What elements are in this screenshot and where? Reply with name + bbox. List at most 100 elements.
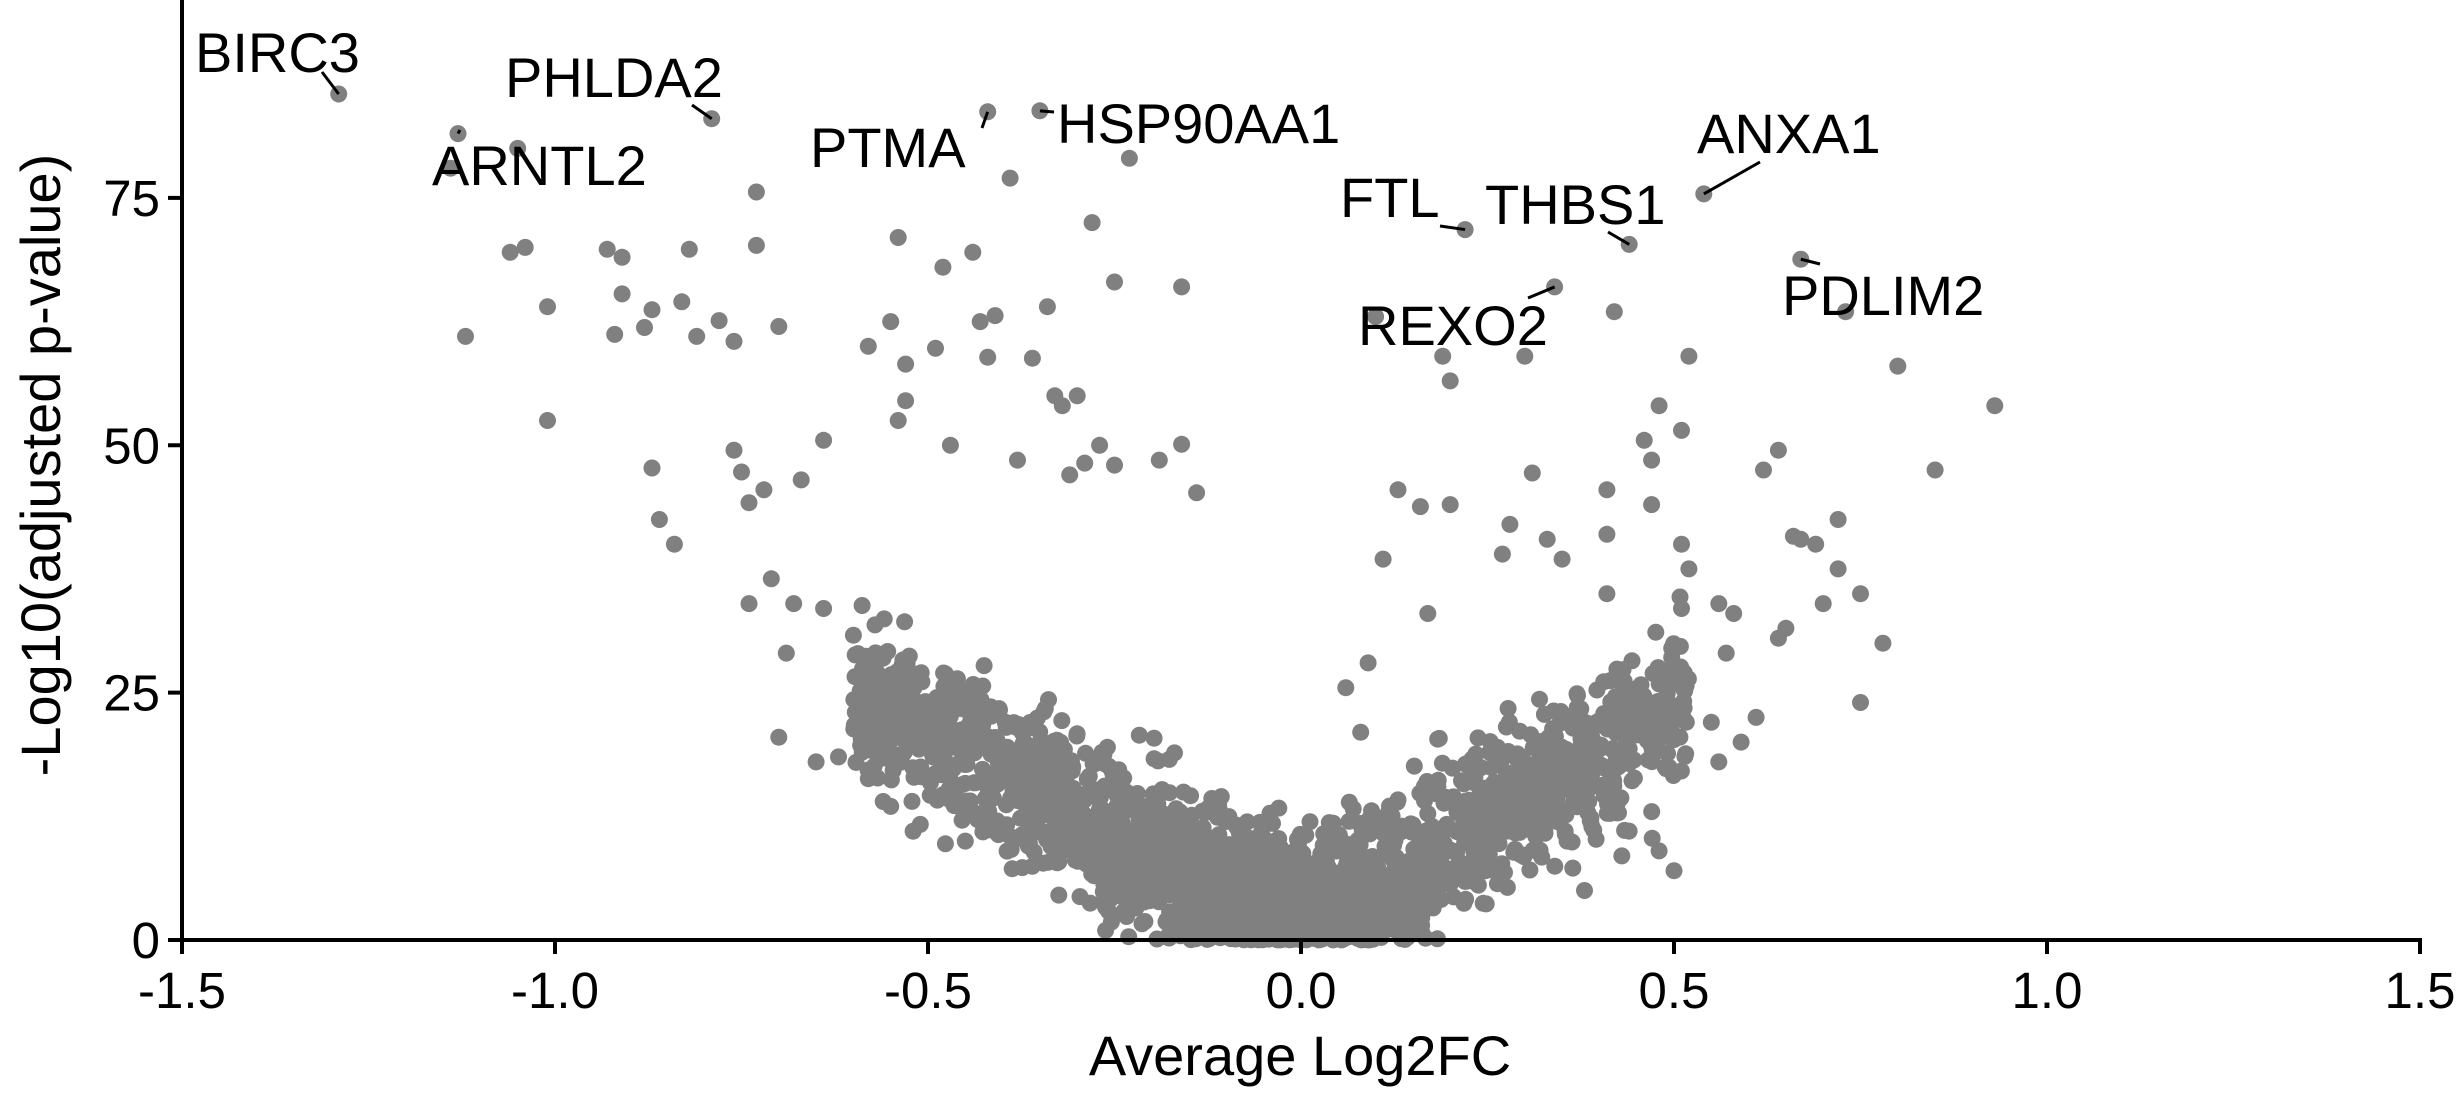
data-point: [998, 842, 1016, 860]
data-point: [1441, 496, 1459, 514]
data-point: [1608, 660, 1626, 678]
data-point: [1336, 859, 1354, 877]
data-point: [965, 719, 983, 737]
data-point: [1428, 848, 1446, 866]
data-point: [1523, 464, 1541, 482]
data-point: [509, 139, 527, 157]
data-point: [1480, 846, 1498, 863]
data-point: [1462, 811, 1480, 829]
data-point: [1025, 843, 1043, 861]
data-point: [1145, 803, 1163, 821]
data-point: [1314, 896, 1332, 913]
data-point: [897, 355, 915, 373]
data-point: [1837, 303, 1855, 321]
data-point: [680, 240, 698, 258]
data-point: [882, 771, 900, 789]
data-point: [1499, 700, 1517, 717]
gene-label-arntl2: ARNTL2: [432, 134, 647, 197]
data-points: [330, 85, 2004, 949]
data-point: [905, 768, 923, 785]
data-point: [1241, 924, 1258, 942]
data-point: [1548, 738, 1566, 756]
data-point: [1411, 827, 1429, 845]
y-tick-label: 25: [103, 665, 160, 722]
data-point: [1477, 895, 1495, 913]
data-point: [1680, 560, 1698, 578]
x-tick-label: -1.0: [511, 962, 599, 1019]
data-point: [1456, 872, 1474, 890]
data-point: [1598, 481, 1616, 499]
leader-line: [1039, 109, 1055, 114]
data-point: [1133, 915, 1151, 933]
y-tick-label: 50: [103, 417, 160, 474]
data-point: [1326, 921, 1344, 939]
gene-label-hsp90aa1: HSP90AA1: [1057, 92, 1340, 155]
data-point: [770, 728, 788, 746]
data-point: [1673, 421, 1690, 439]
data-point: [1604, 740, 1622, 757]
data-point: [1628, 726, 1646, 744]
data-point: [1094, 893, 1112, 911]
data-point: [1531, 690, 1548, 708]
data-point: [1238, 887, 1256, 905]
data-point: [1564, 859, 1582, 877]
data-point: [1475, 819, 1493, 837]
data-point: [1677, 745, 1695, 763]
data-point: [1046, 803, 1064, 821]
leader-line: [1527, 285, 1556, 300]
data-point: [1747, 708, 1765, 726]
data-point: [1592, 756, 1610, 774]
data-point: [1104, 833, 1122, 851]
data-point: [1852, 694, 1869, 711]
data-point: [1081, 787, 1099, 805]
gene-label-rexo2: REXO2: [1358, 294, 1548, 357]
data-point: [845, 691, 863, 709]
data-point: [1108, 787, 1126, 805]
data-point: [882, 797, 900, 815]
data-point: [1352, 723, 1370, 741]
data-point: [1624, 695, 1642, 713]
data-point: [1516, 347, 1534, 365]
data-point: [1792, 250, 1810, 268]
data-point: [979, 348, 997, 366]
data-point: [1078, 770, 1096, 788]
data-point: [1141, 819, 1159, 837]
data-point: [1120, 928, 1138, 946]
data-point: [1210, 918, 1228, 936]
data-point: [1481, 743, 1499, 761]
x-tick-label: -0.5: [884, 962, 972, 1019]
data-point: [849, 645, 867, 663]
data-point: [1031, 102, 1049, 120]
data-point: [650, 511, 668, 528]
data-point: [1769, 629, 1787, 647]
data-point: [1275, 889, 1293, 907]
data-point: [997, 796, 1015, 814]
data-point: [688, 327, 706, 345]
data-point: [1553, 550, 1571, 568]
data-point: [1643, 753, 1661, 771]
data-point: [844, 626, 862, 644]
data-point: [935, 677, 953, 695]
data-point: [1427, 831, 1445, 849]
data-point: [1598, 585, 1616, 603]
data-point: [1318, 857, 1336, 875]
data-point: [442, 159, 460, 177]
data-point: [1522, 726, 1540, 744]
data-point: [539, 298, 556, 316]
data-point: [1650, 397, 1668, 415]
data-point: [777, 644, 795, 662]
data-point: [986, 307, 1004, 325]
data-point: [1340, 793, 1358, 811]
data-point: [1145, 729, 1163, 747]
data-point: [979, 103, 997, 121]
data-point: [1032, 732, 1050, 750]
data-point: [936, 835, 954, 853]
data-point: [1009, 451, 1026, 469]
data-point: [1360, 810, 1378, 828]
data-point: [860, 706, 878, 724]
data-point: [1702, 713, 1720, 731]
data-point: [1364, 884, 1381, 902]
data-point: [956, 832, 974, 850]
data-point: [1300, 915, 1318, 933]
data-point: [988, 731, 1006, 749]
